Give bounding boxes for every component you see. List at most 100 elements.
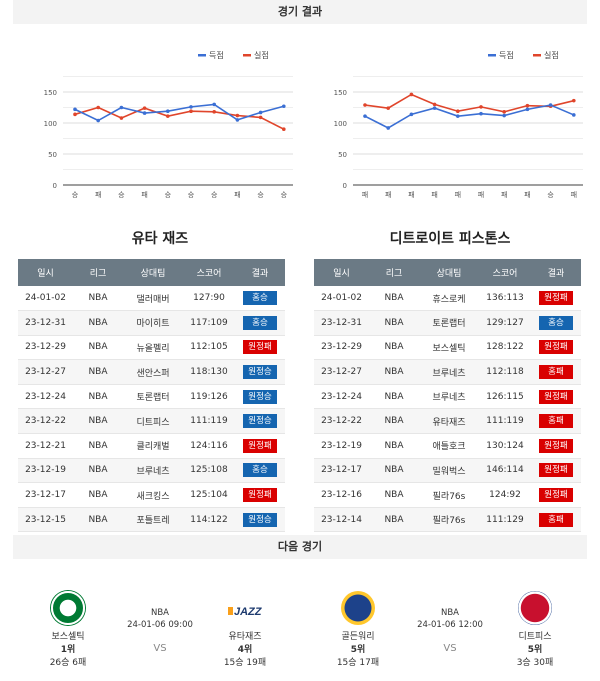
data-point[interactable]	[525, 103, 530, 108]
data-point[interactable]	[142, 106, 147, 110]
x-tick-label: 승	[165, 191, 172, 199]
x-tick-label: 패	[408, 190, 414, 199]
score-cell: 125:108	[183, 458, 235, 484]
x-tick-label: 패	[501, 190, 507, 199]
datetime: 24-01-06 12:00	[417, 620, 483, 630]
result-cell: 원정패	[235, 335, 285, 361]
data-point[interactable]	[96, 118, 100, 123]
data-point[interactable]	[258, 115, 263, 120]
data-point[interactable]	[119, 105, 124, 110]
team-record: 15승 17패	[336, 658, 380, 668]
next-game-2-info: NBA 24-01-06 12:00	[400, 607, 500, 631]
x-tick-label: 패	[478, 190, 484, 199]
data-point[interactable]	[409, 112, 414, 117]
next-game-2-home[interactable]: 골든워리 5위 15승 17패	[318, 591, 398, 668]
league-cell: NBA	[73, 433, 123, 459]
data-point[interactable]	[282, 104, 286, 109]
league-cell: NBA	[73, 384, 123, 410]
data-point[interactable]	[73, 107, 77, 112]
detroit-games-table: 일시 리그 상대팀 스코어 결과 24-01-02 NBA 휴스로케 136:113 원…	[314, 259, 581, 533]
result-badge: 원정패	[539, 488, 573, 503]
data-point[interactable]	[189, 105, 193, 109]
data-point[interactable]	[479, 111, 483, 116]
opponent-cell: 브루네츠	[419, 384, 479, 410]
next-game-1-home[interactable]: 보스셀틱 1위 26승 6패	[28, 591, 108, 668]
opponent-cell: 밀워벅스	[419, 458, 479, 484]
result-cell: 원정승	[235, 408, 285, 435]
x-tick-label: 승	[188, 191, 195, 199]
league: NBA	[150, 608, 169, 618]
result-cell: 원정패	[531, 482, 581, 508]
result-badge: 원정패	[243, 438, 277, 453]
x-tick-label: 패	[95, 190, 101, 199]
data-point[interactable]	[456, 109, 460, 114]
data-point[interactable]	[166, 109, 170, 114]
result-cell: 원정패	[531, 335, 581, 361]
data-point[interactable]	[258, 110, 263, 115]
opponent-cell: 유타재즈	[419, 408, 479, 435]
table-row: 23-12-31 NBA 마이히트 117:109 홈승	[18, 310, 285, 336]
table-row: 23-12-17 NBA 새크킹스 125:104 원정패	[18, 482, 285, 508]
data-point[interactable]	[119, 116, 124, 120]
legend-label[interactable]: 득점	[209, 50, 224, 60]
score-cell: 130:124	[479, 433, 531, 459]
utah-chart: 0 50 100 150 승 패 승 패 승 승 승 패 승 승 득점 실점	[15, 40, 305, 210]
league-cell: NBA	[369, 433, 419, 459]
data-point[interactable]	[502, 110, 506, 114]
data-point[interactable]	[572, 98, 576, 103]
next-game-2-away[interactable]: 디트피스 5위 3승 30패	[495, 591, 575, 668]
opponent-cell: 포틀트레	[123, 507, 183, 533]
data-point[interactable]	[548, 103, 553, 107]
data-point[interactable]	[386, 106, 390, 110]
legend-label[interactable]: 득점	[499, 50, 514, 60]
data-point[interactable]	[142, 111, 147, 115]
next-game-2[interactable]: 골든워리 5위 15승 17패 NBA 24-01-06 12:00 VS 디트…	[305, 585, 595, 675]
data-point[interactable]	[166, 114, 170, 118]
data-point[interactable]	[502, 113, 506, 118]
data-point[interactable]	[282, 127, 286, 131]
result-badge: 홈승	[243, 463, 277, 478]
legend-label[interactable]: 실점	[254, 50, 269, 60]
result-cell: 원정패	[531, 458, 581, 484]
data-point[interactable]	[456, 114, 460, 118]
col-opponent: 상대팀	[419, 259, 479, 286]
data-point[interactable]	[73, 112, 77, 117]
score-cell: 112:105	[183, 335, 235, 361]
score-cell: 126:115	[479, 384, 531, 410]
data-point[interactable]	[212, 102, 216, 107]
opponent-cell: 클리캐벌	[123, 433, 183, 459]
result-badge: 홈패	[539, 365, 573, 380]
data-point[interactable]	[409, 92, 414, 97]
utah-games-table: 일시 리그 상대팀 스코어 결과 24-01-02 NBA 댈러매버 127:90 홈승…	[18, 259, 285, 533]
data-point[interactable]	[235, 113, 240, 118]
data-point[interactable]	[479, 105, 483, 109]
legend-label[interactable]: 실점	[544, 50, 559, 60]
data-point[interactable]	[189, 109, 193, 114]
col-score: 스코어	[183, 259, 235, 286]
data-point[interactable]	[572, 113, 576, 117]
score-cell: 127:90	[183, 286, 235, 312]
data-point[interactable]	[212, 110, 216, 114]
team-record: 26승 6패	[49, 658, 87, 668]
result-badge: 원정패	[539, 438, 573, 453]
data-point[interactable]	[235, 118, 240, 122]
data-point[interactable]	[96, 105, 100, 110]
score-cell: 111:119	[479, 408, 531, 435]
x-tick-label: 패	[234, 190, 240, 199]
x-tick-label: 패	[362, 190, 368, 199]
legend-swatch	[198, 54, 206, 57]
date-cell: 23-12-17	[314, 458, 369, 484]
date-cell: 23-12-15	[18, 507, 73, 533]
data-point[interactable]	[363, 114, 367, 118]
next-game-1[interactable]: 보스셀틱 1위 26승 6패 NBA 24-01-06 09:00 VS JAZ…	[15, 585, 305, 675]
table-row: 23-12-29 NBA 뉴올펠리 112:105 원정패	[18, 335, 285, 361]
col-opponent: 상대팀	[123, 259, 183, 286]
data-point[interactable]	[363, 103, 367, 107]
data-point[interactable]	[432, 106, 437, 110]
data-point[interactable]	[525, 107, 530, 112]
data-point[interactable]	[432, 102, 437, 107]
next-game-1-away[interactable]: JAZZ 유타재즈 4위 15승 19패	[205, 591, 285, 668]
data-point[interactable]	[386, 126, 390, 130]
result-badge: 원정패	[243, 488, 277, 503]
y-tick-label: 50	[48, 151, 57, 159]
